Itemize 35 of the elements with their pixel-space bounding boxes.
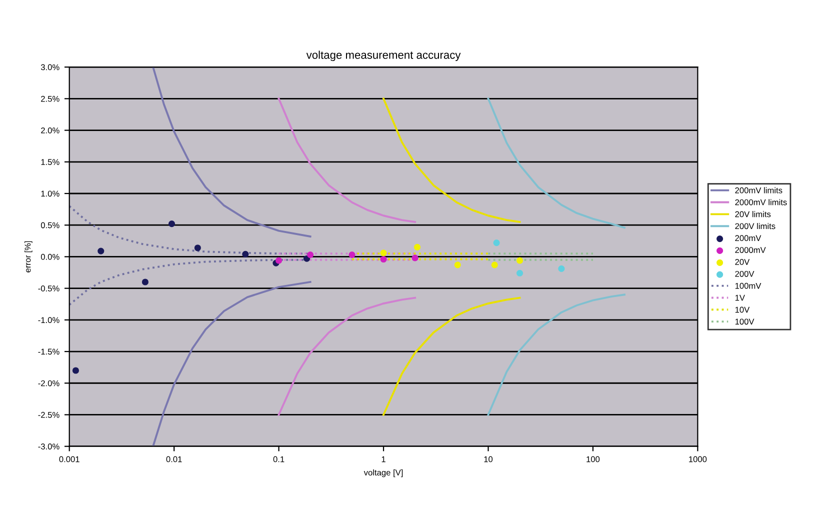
y-axis-title: error [%] xyxy=(24,241,32,272)
y-tick-label: 0.5% xyxy=(40,222,60,228)
y-tick-label: -2.5% xyxy=(38,412,60,418)
y-tick-label: 1.0% xyxy=(41,190,60,197)
legend-label: 1V xyxy=(735,294,745,301)
y-tick-label: -1.5% xyxy=(38,348,60,355)
legend-label: 200mV limits xyxy=(735,187,782,194)
legend-label: 200mV xyxy=(735,235,762,242)
chart-title: voltage measurement accuracy xyxy=(306,50,461,62)
legend-label: 20V limits xyxy=(735,211,771,218)
legend-label: 20V xyxy=(735,259,750,265)
y-tick-label: 3.0% xyxy=(40,64,60,70)
x-tick-label: 1000 xyxy=(689,456,707,462)
legend-label: 2000mV xyxy=(735,247,766,253)
x-tick-label: 0.01 xyxy=(166,456,182,462)
x-tick-label: 100 xyxy=(586,456,600,462)
x-tick-label: 1 xyxy=(382,456,386,462)
y-tick-label: 1.5% xyxy=(41,159,60,165)
legend-label: 10V xyxy=(735,306,750,313)
y-tick-label: 0.0% xyxy=(40,254,60,260)
legend-label: 2000mV limits xyxy=(735,199,787,206)
y-tick-label: -0.5% xyxy=(38,286,60,292)
y-tick-label: 2.0% xyxy=(41,127,60,134)
y-tick-label: -3.0% xyxy=(38,444,60,450)
x-tick-label: 0.001 xyxy=(59,456,80,462)
legend-label: 200V limits xyxy=(735,222,776,230)
legend-label: 100mV xyxy=(735,282,762,289)
legend-label: 100V xyxy=(735,318,754,325)
y-tick-label: 2.5% xyxy=(41,96,60,102)
y-tick-label: -2.0% xyxy=(38,380,60,386)
legend-label: 200V xyxy=(735,270,754,277)
x-tick-label: 10 xyxy=(484,456,493,462)
x-tick-label: 0.1 xyxy=(273,456,284,462)
y-tick-label: -1.0% xyxy=(38,317,60,324)
x-axis-title: voltage [V] xyxy=(364,469,403,478)
